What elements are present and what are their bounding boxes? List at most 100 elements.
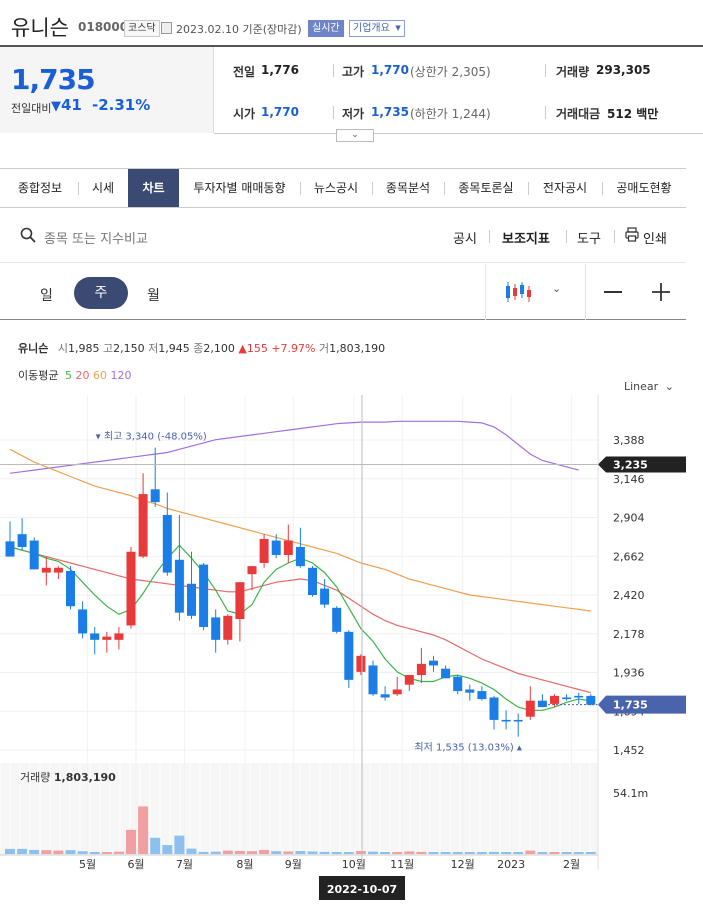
chevron-down-icon: ▼ — [395, 24, 401, 32]
ma-label: 이동평균 — [18, 369, 59, 382]
chevron-down-icon[interactable]: ⌄ — [552, 282, 562, 295]
x-tick-label: 9월 — [285, 858, 302, 871]
candle — [78, 609, 88, 634]
volume-bar — [126, 829, 136, 854]
volume-bar — [452, 852, 463, 854]
low-label: 저가 — [342, 107, 365, 121]
legend-volume: 1,803,190 — [329, 342, 386, 355]
period-month[interactable]: 월 — [147, 288, 160, 304]
divider — [528, 182, 529, 195]
zoom-out-icon[interactable] — [604, 291, 622, 293]
volume-bar — [222, 850, 233, 854]
realtime-button[interactable]: 실시간 — [308, 20, 344, 37]
tab-dart[interactable]: 전자공시 — [542, 181, 588, 195]
candle-type-icon[interactable] — [504, 280, 532, 304]
prev-close-label: 전일 — [233, 65, 256, 79]
divider — [444, 182, 445, 195]
volume-bar — [428, 852, 439, 854]
tools-button[interactable]: 도구 — [577, 232, 601, 247]
tab-quotes[interactable]: 시세 — [91, 181, 115, 195]
crosshair-date: 2022-10-07 — [327, 883, 397, 896]
print-icon — [625, 227, 639, 242]
volume-bar — [561, 852, 572, 854]
lower-limit: (하한가 1,244) — [410, 107, 491, 121]
chevron-down-icon: ⌄ — [664, 380, 674, 393]
low-value: 1,735 — [371, 105, 409, 119]
y-tick-label: 3,146 — [613, 473, 645, 486]
volume-bar — [53, 850, 64, 854]
tab-analysis[interactable]: 종목분석 — [385, 181, 431, 195]
x-tick-label: 6월 — [127, 858, 144, 871]
header-rule — [0, 45, 703, 47]
candle — [501, 719, 511, 722]
candle — [29, 540, 39, 570]
candle — [489, 697, 499, 720]
tab-short-selling[interactable]: 공매도현황 — [616, 181, 672, 195]
candle — [344, 631, 354, 680]
y-tick-label: 2,904 — [613, 512, 645, 525]
volume-bar — [138, 806, 149, 854]
tab-overview[interactable]: 종합정보 — [17, 181, 63, 195]
x-tick-label: 7월 — [176, 858, 193, 871]
y-tick-label: 1,936 — [613, 667, 645, 680]
ma-5: 5 — [64, 369, 72, 382]
tab-news[interactable]: 뉴스공시 — [313, 181, 359, 195]
collapse-button[interactable]: ⌄ — [336, 129, 374, 142]
price-chart[interactable]: 3,3883,1462,9042,6622,4202,1781,9361,694… — [0, 395, 703, 905]
candle — [283, 540, 293, 555]
change-label: 전일대비 — [11, 102, 52, 115]
candle — [332, 607, 342, 632]
max-annotation: ▾ 최고 3,340 (-48.05%) — [96, 431, 207, 443]
volume-bar — [501, 852, 512, 854]
candle — [441, 668, 451, 679]
volume-bar — [513, 852, 524, 854]
disclosure-button[interactable]: 공시 — [453, 232, 477, 247]
zoom-in-icon[interactable] — [652, 283, 670, 301]
candle — [380, 694, 390, 698]
volume-bar — [319, 851, 330, 854]
indicator-button[interactable]: 보조지표 — [502, 232, 550, 247]
candle — [174, 559, 184, 613]
candle — [223, 615, 233, 640]
company-info-button[interactable]: 기업개요 ▼ — [349, 20, 405, 37]
market-badge: 코스닥 — [124, 20, 160, 37]
y-tick-label: 2,178 — [613, 628, 645, 641]
volume-bar — [476, 852, 487, 854]
scale-mode-select[interactable]: Linear ⌄ — [624, 380, 674, 393]
candle — [90, 633, 100, 640]
ma-legend: 이동평균 5 20 60 120 — [18, 367, 131, 383]
open-value: 1,770 — [261, 105, 299, 119]
current-price-label: 1,735 — [613, 699, 648, 712]
legend-close: 2,100 — [203, 342, 235, 355]
legend-close-label: 종 — [193, 342, 204, 355]
tab-investor-trading[interactable]: 투자자별 매매동향 — [193, 181, 286, 195]
tab-chart[interactable]: 차트 — [128, 169, 179, 207]
divider — [372, 182, 373, 195]
candle — [477, 691, 487, 700]
candle — [368, 665, 378, 695]
period-week[interactable]: 주 — [74, 277, 128, 309]
print-button[interactable]: 인쇄 — [643, 232, 667, 247]
volume-bar — [29, 849, 40, 854]
volume-bar — [331, 852, 342, 854]
compare-search-input[interactable]: 종목 또는 지수비교 — [44, 232, 148, 247]
candle — [150, 489, 160, 503]
volume-bar — [573, 852, 584, 854]
candle — [199, 564, 209, 628]
search-icon[interactable] — [20, 227, 36, 243]
stock-code: 018000 — [78, 20, 129, 34]
y-tick-label: 3,388 — [613, 434, 645, 447]
chevron-down-icon: ⌄ — [351, 130, 359, 140]
tab-discussion[interactable]: 종목토론실 — [458, 181, 514, 195]
candle — [41, 567, 51, 573]
volume-bar — [525, 850, 536, 854]
volume-bar — [162, 845, 173, 854]
ma20-line — [9, 546, 591, 694]
volume-bar — [113, 851, 124, 854]
volume-bar — [247, 851, 257, 854]
min-annotation: 최저 1,535 (13.03%) ▴ — [414, 742, 522, 754]
period-day[interactable]: 일 — [40, 288, 53, 304]
candle — [562, 697, 572, 700]
amount-label: 거래대금 — [556, 107, 601, 121]
candle — [102, 636, 112, 640]
